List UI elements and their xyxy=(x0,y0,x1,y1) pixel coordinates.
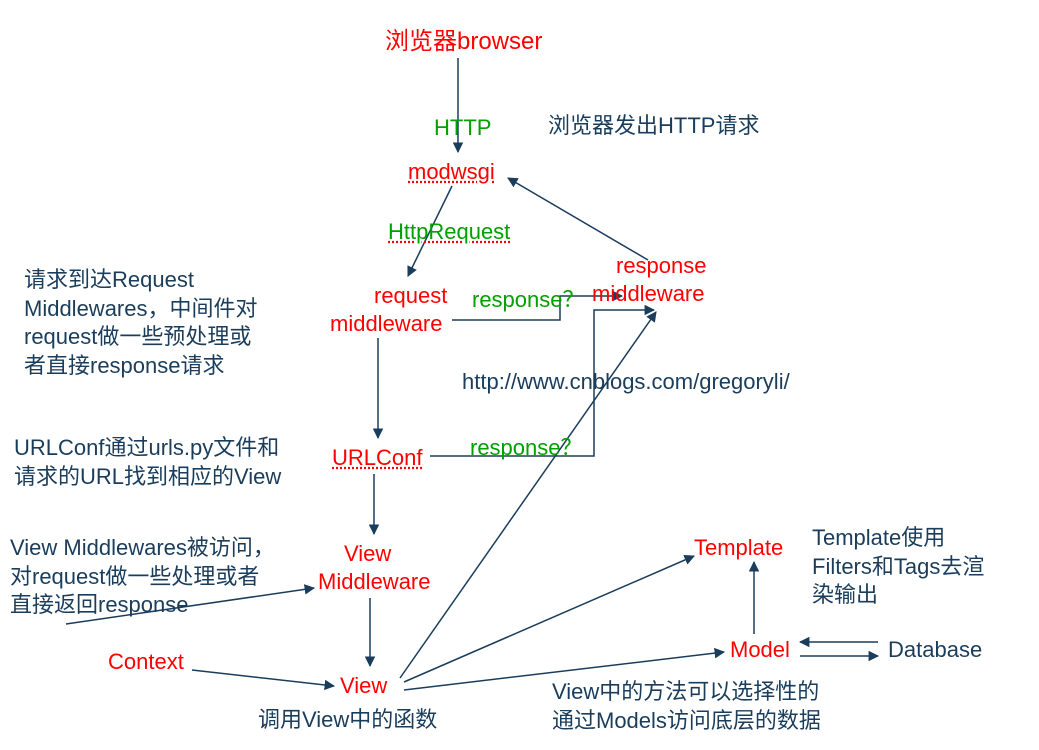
node-response-middleware-l2: middleware xyxy=(592,280,705,309)
node-view: View xyxy=(340,672,387,701)
desc-view-middleware: View Middlewares被访问， 对request做一些处理或者 直接返… xyxy=(10,534,275,620)
edge-view-to-respmw xyxy=(400,312,656,678)
node-context: Context xyxy=(108,648,184,677)
desc-request-middleware: 请求到达Request Middlewares，中间件对 request做一些预… xyxy=(24,266,258,380)
edge-view-to-template xyxy=(404,556,694,682)
node-model: Model xyxy=(730,636,790,665)
desc-view-call: 调用View中的函数 xyxy=(258,706,437,735)
label-httprequest: HttpRequest xyxy=(388,218,510,247)
node-browser: 浏览器browser xyxy=(385,26,542,57)
desc-browser: 浏览器发出HTTP请求 xyxy=(548,112,759,141)
node-database: Database xyxy=(888,636,982,665)
label-response-q1: response？ xyxy=(472,286,585,315)
desc-url: http://www.cnblogs.com/gregoryli/ xyxy=(462,368,790,397)
node-modwsgi: modwsgi xyxy=(408,158,495,187)
node-request-middleware-l1: request xyxy=(374,282,447,311)
node-view-middleware-l1: View xyxy=(344,540,391,569)
desc-urlconf: URLConf通过urls.py文件和 请求的URL找到相应的View xyxy=(14,434,281,491)
desc-template: Template使用 Filters和Tags去渲 染输出 xyxy=(812,524,984,610)
label-http: HTTP xyxy=(434,114,491,143)
label-response-q2: response？ xyxy=(470,434,583,463)
edge-respmw-to-modwsgi xyxy=(508,178,648,260)
node-view-middleware-l2: Middleware xyxy=(318,568,431,597)
node-template: Template xyxy=(694,534,783,563)
edge-context-to-view xyxy=(192,670,334,686)
node-response-middleware-l1: response xyxy=(616,252,707,281)
node-request-middleware-l2: middleware xyxy=(330,310,443,339)
desc-model: View中的方法可以选择性的 通过Models访问底层的数据 xyxy=(552,678,821,735)
node-urlconf: URLConf xyxy=(332,444,422,473)
